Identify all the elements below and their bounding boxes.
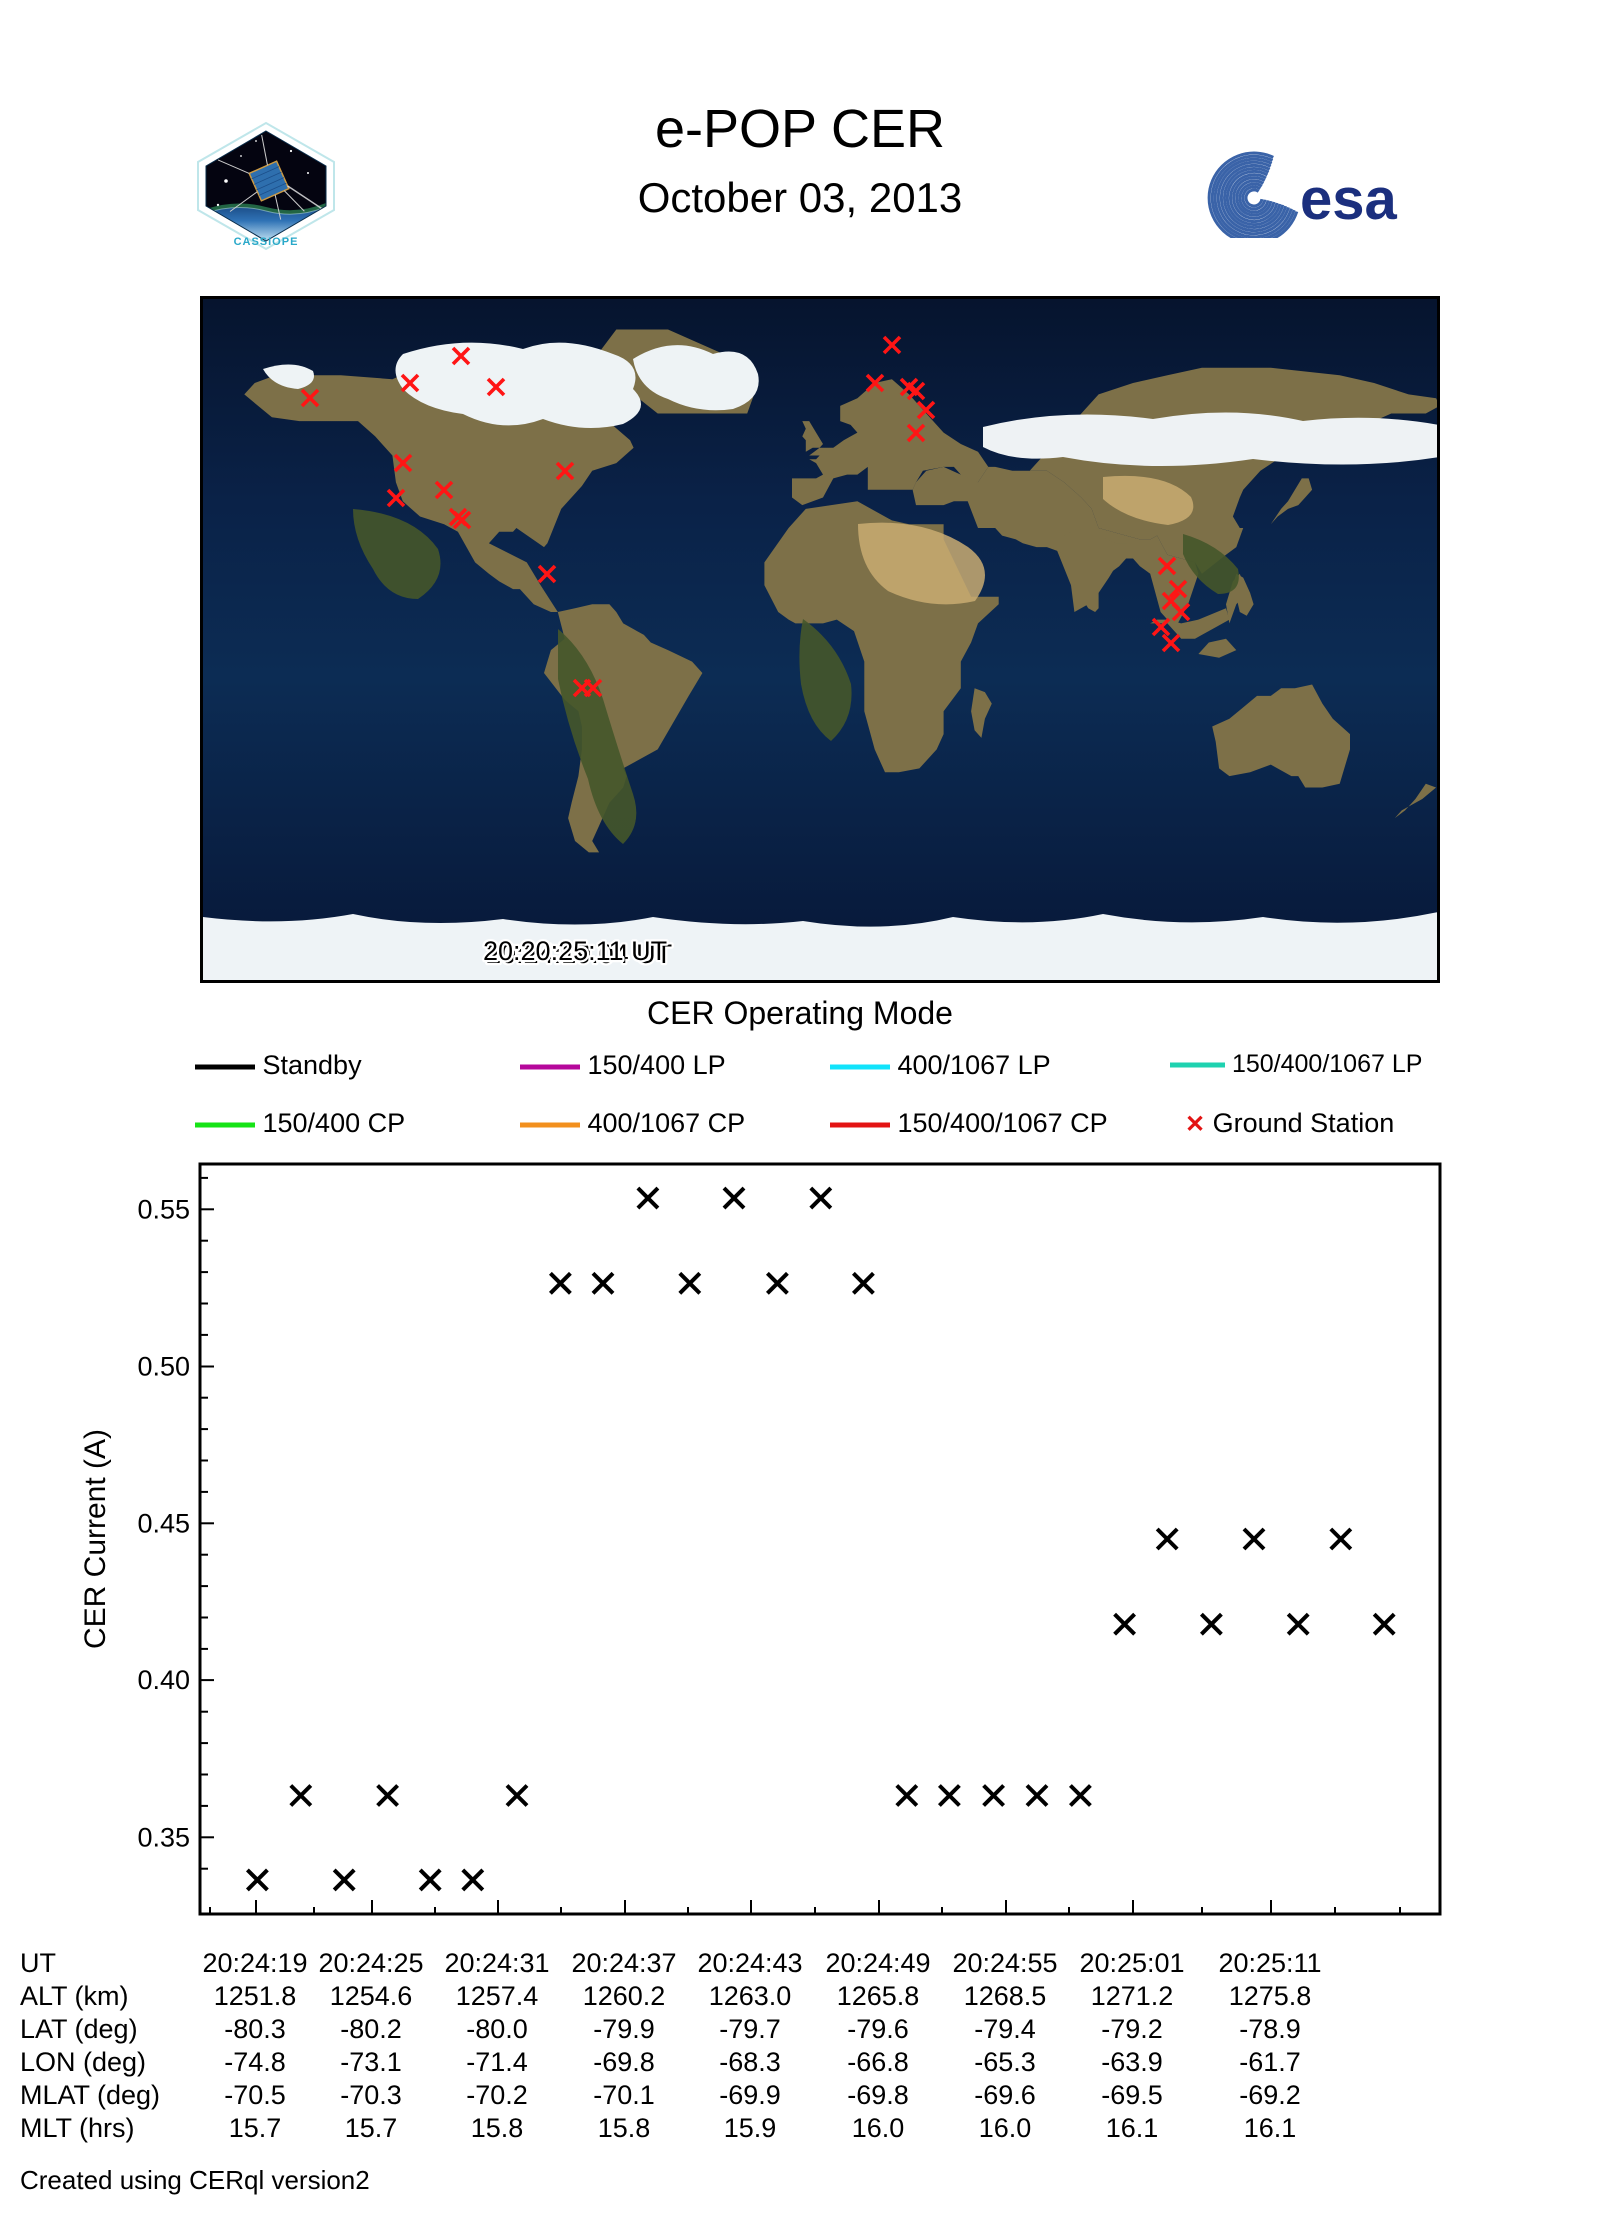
svg-text:0.55: 0.55 xyxy=(137,1194,190,1224)
svg-text:0.45: 0.45 xyxy=(137,1508,190,1538)
svg-text:0.50: 0.50 xyxy=(137,1352,190,1382)
svg-text:esa: esa xyxy=(1300,167,1398,232)
svg-text:CASSIOPE: CASSIOPE xyxy=(234,236,299,248)
svg-text:CER Current (A): CER Current (A) xyxy=(79,1429,112,1649)
svg-text:0.40: 0.40 xyxy=(137,1665,190,1695)
svg-text:0.35: 0.35 xyxy=(137,1822,190,1852)
